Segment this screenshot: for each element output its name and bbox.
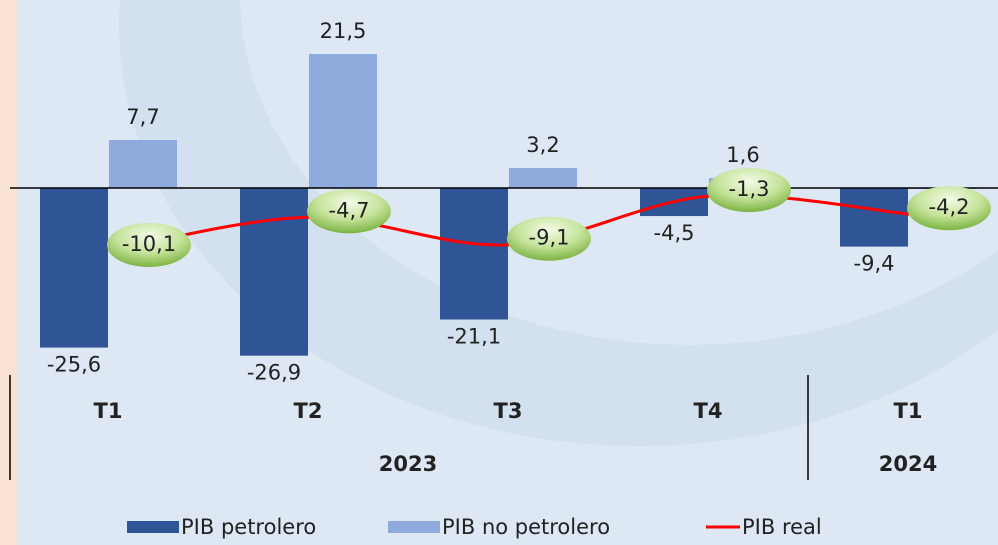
value-label: -4,7: [329, 198, 370, 222]
value-label: -1,3: [729, 177, 770, 201]
x-tick-label: T2: [294, 399, 323, 423]
group-label: 2023: [379, 452, 437, 476]
bar: [40, 188, 108, 348]
value-label: -4,2: [929, 195, 970, 219]
bar: [840, 188, 908, 247]
value-label: -26,9: [247, 361, 301, 385]
bar: [440, 188, 508, 320]
value-label: 7,7: [126, 105, 159, 129]
bar: [240, 188, 308, 356]
value-label: 1,6: [726, 143, 759, 167]
label-bubble: [707, 168, 791, 213]
legend-label: PIB real: [742, 515, 822, 539]
x-tick-label: T1: [894, 399, 923, 423]
watermark: [118, 0, 998, 447]
legend-swatch: [127, 521, 179, 533]
x-tick-label: T3: [494, 399, 523, 423]
bar: [109, 140, 177, 188]
bar: [509, 168, 577, 188]
value-label: -9,1: [529, 226, 570, 250]
value-label: -10,1: [122, 232, 176, 256]
x-tick-label: T1: [94, 399, 123, 423]
side-strip: [0, 0, 18, 545]
value-label: -9,4: [854, 252, 895, 276]
legend-label: PIB no petrolero: [442, 515, 610, 539]
x-tick-label: T4: [694, 399, 723, 423]
value-label: -25,6: [47, 353, 101, 377]
value-label: -21,1: [447, 325, 501, 349]
label-bubble: [307, 189, 391, 234]
value-label: -4,5: [654, 221, 695, 245]
label-bubble: [907, 186, 991, 231]
label-bubble: [507, 216, 591, 261]
bar: [309, 53, 377, 188]
value-label: 21,5: [320, 19, 367, 43]
legend-swatch: [388, 521, 440, 533]
value-label: 3,2: [526, 133, 559, 157]
group-label: 2024: [879, 452, 937, 476]
legend-label: PIB petrolero: [181, 515, 316, 539]
label-bubble: [107, 222, 191, 267]
